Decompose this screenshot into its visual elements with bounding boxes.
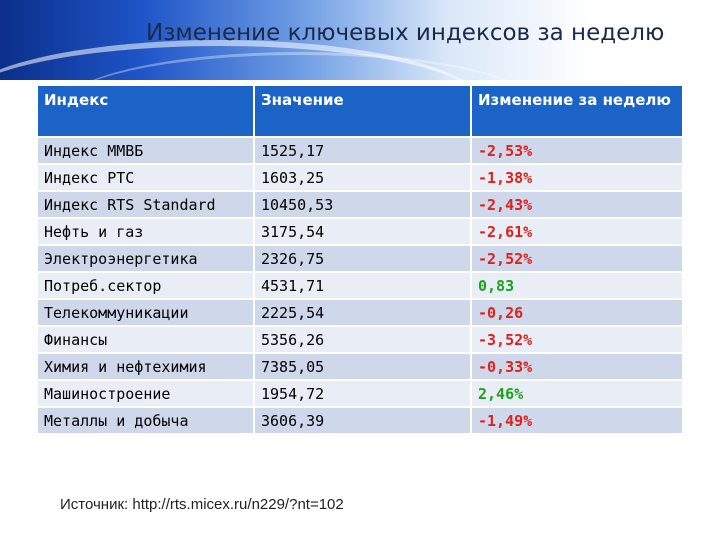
slide-title: Изменение ключевых индексов за неделю bbox=[146, 20, 665, 46]
cell-value: 2326,75 bbox=[255, 246, 470, 271]
table-row: Электроэнергетика 2326,75 -2,52% bbox=[38, 246, 682, 271]
table-row: Финансы 5356,26 -3,52% bbox=[38, 327, 682, 352]
cell-change: -0,33% bbox=[472, 354, 682, 379]
cell-index: Индекс РТС bbox=[38, 165, 253, 190]
cell-change: -1,49% bbox=[472, 408, 682, 433]
header-change: Изменение за неделю bbox=[472, 86, 682, 136]
source-note: Источник: http://rts.micex.ru/n229/?nt=1… bbox=[60, 496, 344, 513]
cell-index: Машиностроение bbox=[38, 381, 253, 406]
cell-change: -3,52% bbox=[472, 327, 682, 352]
table-row: Машиностроение 1954,72 2,46% bbox=[38, 381, 682, 406]
header-index: Индекс bbox=[38, 86, 253, 136]
cell-index: Металлы и добыча bbox=[38, 408, 253, 433]
table-row: Металлы и добыча 3606,39 -1,49% bbox=[38, 408, 682, 433]
cell-change: -0,26 bbox=[472, 300, 682, 325]
header-value: Значение bbox=[255, 86, 470, 136]
cell-index: Электроэнергетика bbox=[38, 246, 253, 271]
cell-index: Индекс ММВБ bbox=[38, 138, 253, 163]
cell-value: 3175,54 bbox=[255, 219, 470, 244]
cell-value: 1954,72 bbox=[255, 381, 470, 406]
table-row: Индекс RTS Standard 10450,53 -2,43% bbox=[38, 192, 682, 217]
table-row: Нефть и газ 3175,54 -2,61% bbox=[38, 219, 682, 244]
header-swoosh-decoration bbox=[0, 40, 480, 80]
cell-change: -2,53% bbox=[472, 138, 682, 163]
cell-change: -2,52% bbox=[472, 246, 682, 271]
cell-value: 1603,25 bbox=[255, 165, 470, 190]
cell-index: Химия и нефтехимия bbox=[38, 354, 253, 379]
index-table: Индекс Значение Изменение за неделю Инде… bbox=[36, 84, 684, 435]
header-swoosh-decoration-secondary bbox=[60, 52, 540, 80]
cell-index: Телекоммуникации bbox=[38, 300, 253, 325]
cell-change: 2,46% bbox=[472, 381, 682, 406]
cell-value: 4531,71 bbox=[255, 273, 470, 298]
cell-value: 10450,53 bbox=[255, 192, 470, 217]
cell-value: 1525,17 bbox=[255, 138, 470, 163]
slide-header-banner bbox=[0, 0, 720, 80]
cell-change: -1,38% bbox=[472, 165, 682, 190]
cell-change: 0,83 bbox=[472, 273, 682, 298]
table-row: Индекс ММВБ 1525,17 -2,53% bbox=[38, 138, 682, 163]
cell-index: Финансы bbox=[38, 327, 253, 352]
cell-index: Потреб.сектор bbox=[38, 273, 253, 298]
table-row: Химия и нефтехимия 7385,05 -0,33% bbox=[38, 354, 682, 379]
table-row: Индекс РТС 1603,25 -1,38% bbox=[38, 165, 682, 190]
cell-change: -2,43% bbox=[472, 192, 682, 217]
cell-value: 7385,05 bbox=[255, 354, 470, 379]
cell-value: 2225,54 bbox=[255, 300, 470, 325]
table-header-row: Индекс Значение Изменение за неделю bbox=[38, 86, 682, 136]
cell-value: 5356,26 bbox=[255, 327, 470, 352]
cell-value: 3606,39 bbox=[255, 408, 470, 433]
table-row: Потреб.сектор 4531,71 0,83 bbox=[38, 273, 682, 298]
cell-index: Индекс RTS Standard bbox=[38, 192, 253, 217]
cell-change: -2,61% bbox=[472, 219, 682, 244]
cell-index: Нефть и газ bbox=[38, 219, 253, 244]
table-body: Индекс ММВБ 1525,17 -2,53% Индекс РТС 1603,2… bbox=[38, 138, 682, 433]
table-row: Телекоммуникации 2225,54 -0,26 bbox=[38, 300, 682, 325]
